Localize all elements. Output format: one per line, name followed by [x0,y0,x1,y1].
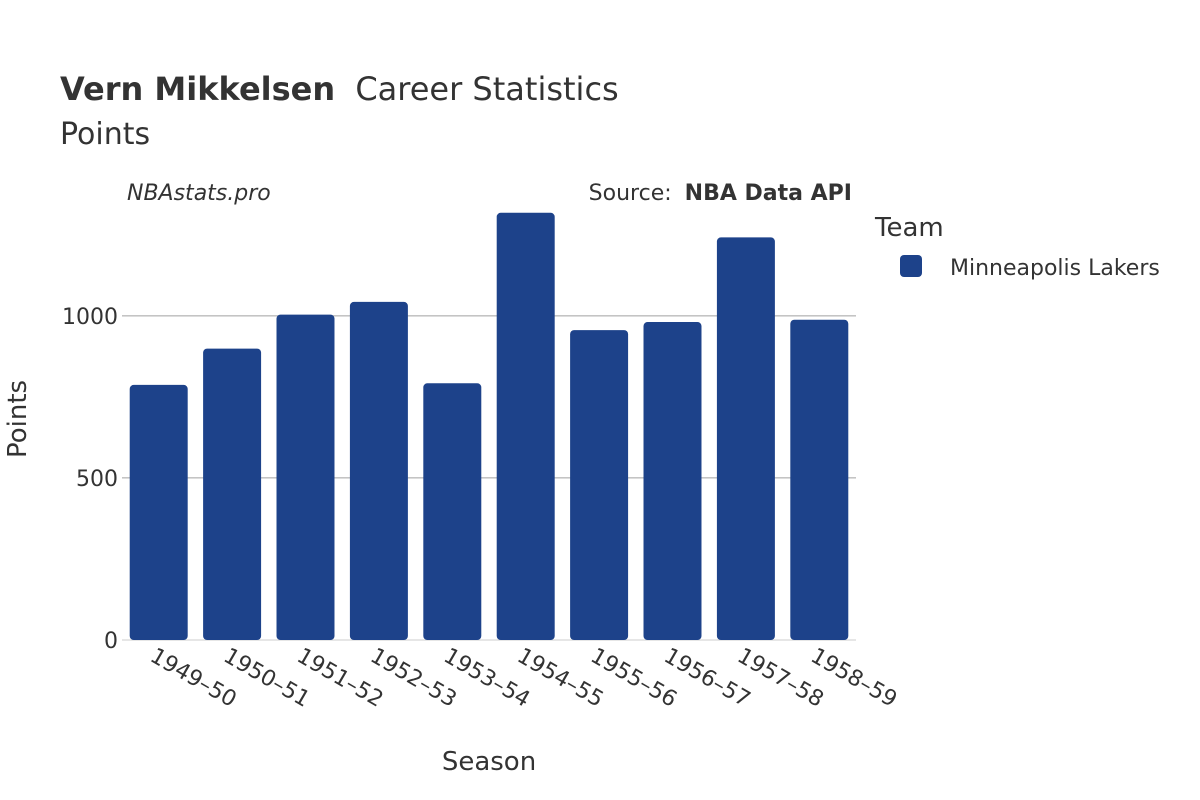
bar-1957-58[interactable] [716,237,775,640]
x-axis-title: Season [442,747,536,777]
player-name: Vern Mikkelsen [60,70,335,108]
y-axis-title: Points [3,380,33,458]
legend-swatch-minneapolis-lakers[interactable] [900,255,922,277]
bar-1954-55[interactable] [496,212,555,641]
bar-1956-57[interactable] [643,322,702,640]
chart-title: Vern Mikkelsen Career Statistics [60,70,619,108]
legend-label-minneapolis-lakers[interactable]: Minneapolis Lakers [950,256,1160,281]
y-tick-label-500: 500 [76,467,118,492]
y-tick-label-0: 0 [104,629,118,654]
watermark: NBAstats.pro [127,181,271,206]
bar-1958-59[interactable] [790,319,849,640]
bars [129,212,849,641]
bar-1950-51[interactable] [203,348,262,640]
source-prefix: Source: [589,181,672,206]
y-tick-labels: 0 500 1000 [62,305,118,654]
source-credit: Source: NBA Data API [589,181,852,206]
legend-title: Team [874,213,944,243]
y-tick-label-1000: 1000 [62,305,118,330]
bar-1951-52[interactable] [276,314,335,640]
source-name: NBA Data API [685,181,852,206]
bar-1955-56[interactable] [570,330,629,640]
bar-1952-53[interactable] [349,301,408,640]
title-rest: Career Statistics [355,70,618,108]
chart-subtitle: Points [60,117,150,152]
x-tick-labels: 1949–501950–511951–521952–531953–541954–… [146,644,901,713]
legend: Team Minneapolis Lakers [874,213,1160,281]
bar-1953-54[interactable] [423,383,482,640]
bar-1949-50[interactable] [129,384,188,640]
